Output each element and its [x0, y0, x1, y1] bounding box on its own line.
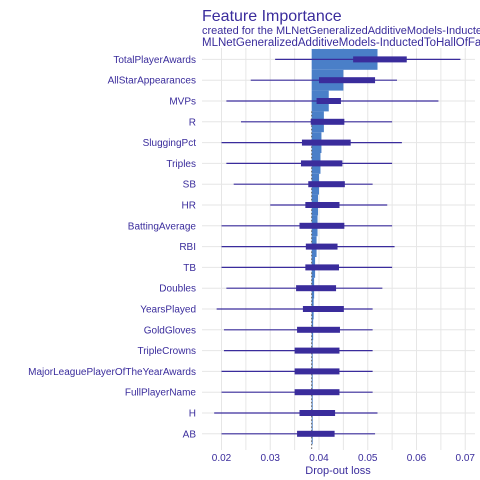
- iqr-box: [316, 98, 341, 104]
- x-tick-label: 0.05: [358, 453, 378, 464]
- feature-label: H: [189, 409, 196, 420]
- iqr-box: [294, 389, 340, 396]
- feature-label: HR: [182, 201, 196, 212]
- feature-label: RBI: [179, 242, 196, 253]
- feature-label: AB: [183, 429, 197, 440]
- iqr-box: [305, 202, 340, 208]
- x-tick-labels: 0.02 0.03 0.04 0.05 0.06 0.07: [212, 453, 476, 464]
- feature-label: TripleCrowns: [137, 346, 196, 357]
- iqr-box: [301, 139, 351, 146]
- iqr-box: [297, 430, 335, 437]
- x-tick-label: 0.03: [261, 453, 281, 464]
- feature-label: MVPs: [169, 97, 196, 108]
- feature-label: YearsPlayed: [140, 305, 196, 316]
- iqr-box: [299, 410, 336, 416]
- feature-label: AllStarAppearances: [108, 76, 196, 87]
- iqr-box: [294, 347, 340, 354]
- iqr-box: [300, 160, 343, 167]
- chart-title: Feature Importance: [202, 8, 342, 25]
- iqr-box: [308, 181, 345, 188]
- iqr-box: [319, 77, 376, 84]
- feature-label: Triples: [166, 159, 196, 170]
- boxes: [294, 56, 407, 437]
- iqr-box: [302, 306, 344, 312]
- feature-label: Doubles: [159, 284, 196, 295]
- x-tick-label: 0.02: [212, 453, 232, 464]
- iqr-box: [294, 368, 340, 375]
- iqr-box: [305, 264, 339, 271]
- iqr-box: [310, 118, 345, 125]
- feature-label: SluggingPct: [143, 138, 197, 149]
- feature-label: MajorLeaguePlayerOfTheYearAwards: [28, 367, 196, 378]
- model-label: MLNetGeneralizedAdditiveModels-InductedT…: [202, 37, 480, 49]
- iqr-box: [353, 56, 407, 63]
- feature-label: SB: [183, 180, 197, 191]
- feature-label: TB: [183, 263, 196, 274]
- feature-label: TotalPlayerAwards: [113, 55, 196, 66]
- iqr-box: [296, 285, 337, 292]
- iqr-box: [297, 326, 340, 333]
- feature-label: R: [189, 117, 196, 128]
- x-tick-label: 0.06: [407, 453, 427, 464]
- feature-label: BattingAverage: [128, 221, 197, 232]
- chart-subtitle: created for the MLNetGeneralizedAdditive…: [202, 25, 480, 37]
- x-tick-label: 0.04: [309, 453, 329, 464]
- feature-label: GoldGloves: [144, 325, 196, 336]
- iqr-box: [299, 222, 345, 229]
- feature-labels: TotalPlayerAwards AllStarAppearances MVPs R…: [28, 55, 196, 440]
- x-tick-label: 0.07: [456, 453, 476, 464]
- feature-label: FullPlayerName: [125, 388, 197, 399]
- iqr-box: [305, 243, 338, 250]
- x-axis-label: Drop-out loss: [305, 465, 371, 477]
